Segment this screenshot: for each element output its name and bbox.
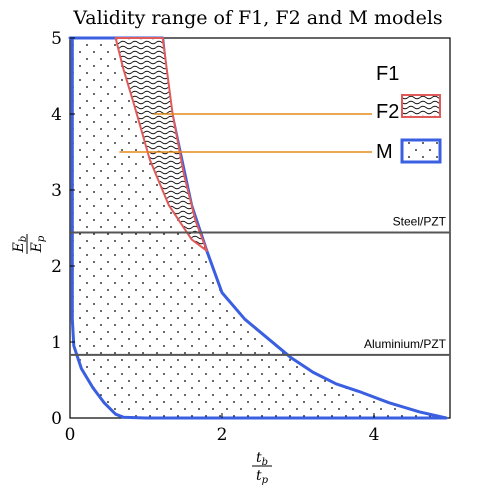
legend-label-F2: F2: [376, 101, 399, 123]
y-tick-label: 4: [51, 105, 62, 125]
x-tick-label: 0: [65, 425, 76, 445]
y-tick-label: 5: [51, 29, 62, 49]
chart-title: Validity range of F1, F2 and M models: [72, 7, 442, 29]
y-tick-label: 2: [51, 257, 62, 277]
legend-swatch-M: [400, 138, 442, 164]
region-F2: [114, 37, 208, 252]
x-axis-label: tb tp: [252, 450, 272, 486]
reference-label-1: Aluminium/PZT: [364, 337, 447, 351]
svg-text:Eb: Eb: [11, 236, 29, 254]
y-tick-label: 3: [51, 181, 62, 201]
y-axis-label: Eb Ep: [11, 234, 47, 254]
x-tick-label: 4: [369, 425, 380, 445]
svg-text:tp: tp: [256, 468, 269, 486]
legend-label-M: M: [376, 141, 393, 163]
legend-label-F1: F1: [376, 63, 399, 85]
legend-swatch-F: [401, 94, 441, 118]
svg-text:tb: tb: [256, 450, 268, 468]
legend: F1 F2 M: [376, 63, 442, 164]
y-tick-label: 0: [51, 409, 62, 429]
svg-text:Ep: Ep: [29, 235, 47, 253]
x-tick-label: 2: [217, 425, 228, 445]
reference-label-0: Steel/PZT: [393, 215, 447, 229]
y-tick-label: 1: [51, 333, 62, 353]
